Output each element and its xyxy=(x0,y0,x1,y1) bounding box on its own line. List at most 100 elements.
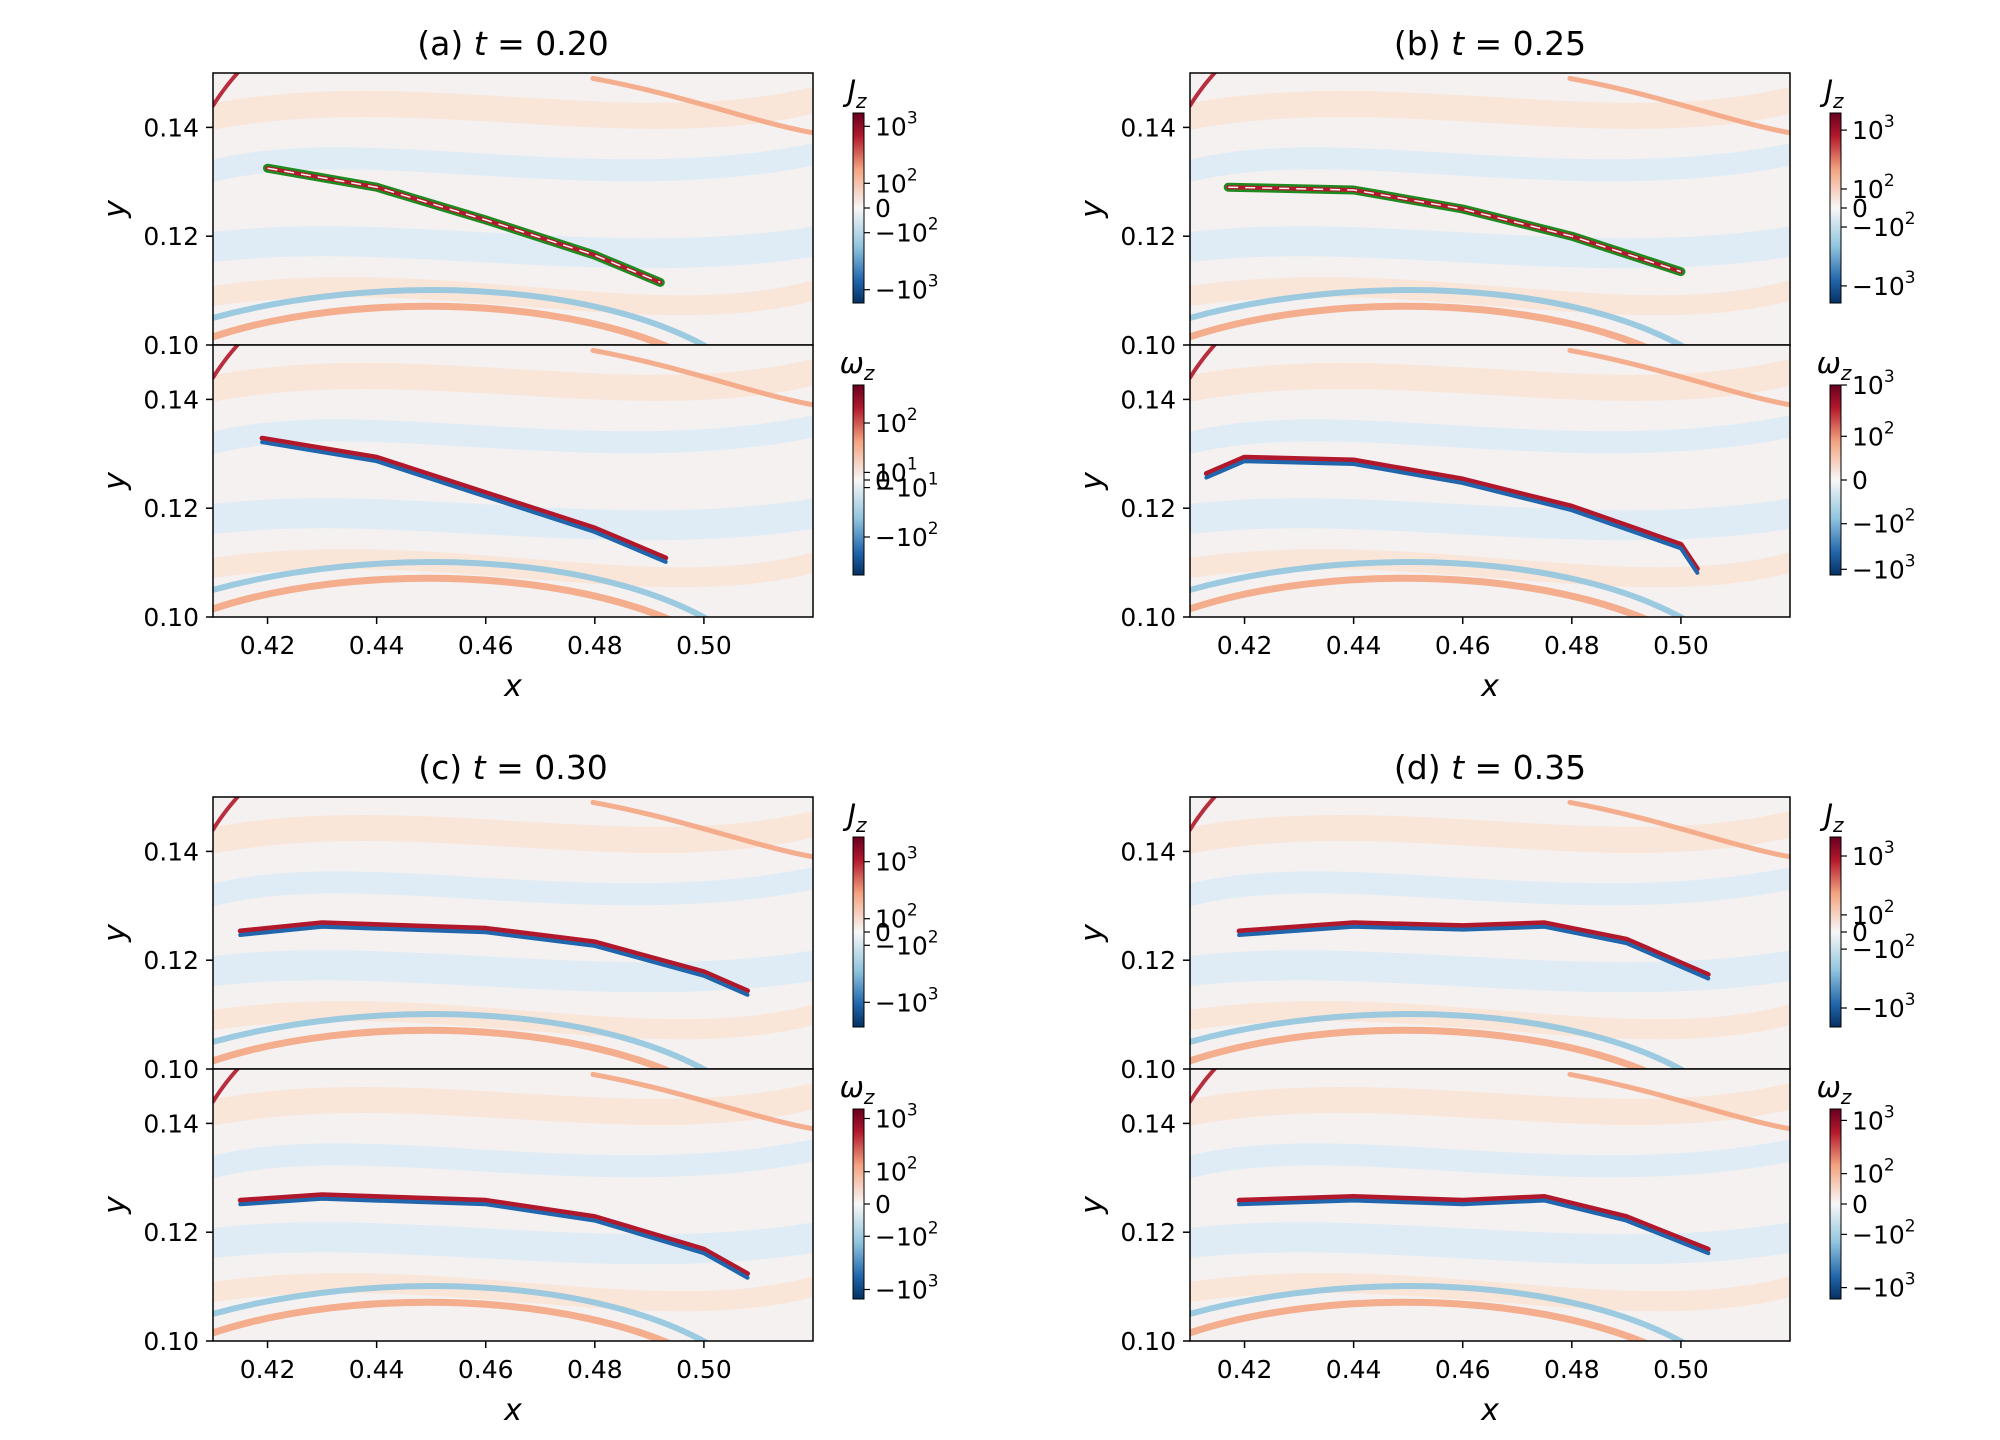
colorbar-label: ωz xyxy=(840,346,875,385)
sheet-centerline xyxy=(267,167,661,284)
colorbar-tick-base: −10 xyxy=(1852,555,1905,584)
field-band xyxy=(213,73,241,108)
field-band xyxy=(1567,75,1790,136)
colorbar-tick-exponent: 3 xyxy=(1884,838,1895,858)
colorbar-tick-label: 102 xyxy=(1852,1156,1895,1189)
current-sheet-positive xyxy=(259,435,669,561)
title-panel-letter: (b) xyxy=(1394,24,1451,63)
y-tick-label: 0.12 xyxy=(1120,494,1176,523)
x-tick-label: 0.46 xyxy=(1435,1355,1491,1384)
colorbar-label-symbol: J xyxy=(842,74,856,108)
colorbar-tick-base: 10 xyxy=(875,848,907,877)
colorbar-tick-exponent: 3 xyxy=(1905,1270,1916,1290)
current-sheet-negative xyxy=(1204,459,1700,575)
colorbar-tick-base: −10 xyxy=(1852,510,1905,539)
colorbar-tick-base: 0 xyxy=(875,918,891,947)
field-band xyxy=(1190,226,1790,269)
colorbar-tick-exponent: 2 xyxy=(928,519,939,539)
x-tick-label: 0.48 xyxy=(1544,631,1600,660)
y-tick-label: 0.10 xyxy=(143,1327,199,1356)
colorbar-tick-label: −103 xyxy=(875,272,939,305)
y-tick-label: 0.10 xyxy=(143,1055,199,1084)
y-tick-label: 0.10 xyxy=(1120,1327,1176,1356)
current-sheet-negative xyxy=(1237,924,1711,981)
y-tick-label: 0.14 xyxy=(1120,385,1176,414)
colorbar-tick-label: 101 xyxy=(875,454,918,487)
field-band xyxy=(213,415,813,454)
y-tick-label: 0.10 xyxy=(143,603,199,632)
colorbar-label-symbol: J xyxy=(1819,798,1833,832)
title-time-symbol: t xyxy=(1451,24,1465,63)
field-band xyxy=(1190,302,1650,345)
colorbar-tick-exponent: 2 xyxy=(1884,418,1895,438)
field-band xyxy=(1190,345,1218,380)
colorbar-label: Jz xyxy=(842,74,867,113)
colorbar-tick-base: 10 xyxy=(875,905,907,934)
y-axis-label: y xyxy=(98,1195,133,1215)
colorbar-tick-exponent: 2 xyxy=(1884,1156,1895,1176)
colorbar-tick-label: 102 xyxy=(875,901,918,934)
colorbar-tick-label: −103 xyxy=(875,1272,939,1305)
field-band xyxy=(213,1222,813,1265)
chart-d: (d) t = 0.35 0.100.120.14yJz1031020−102−1… xyxy=(1075,748,1916,1428)
y-tick-label: 0.14 xyxy=(1120,1109,1176,1138)
field-band xyxy=(1567,799,1790,860)
x-axis-label: x xyxy=(503,669,522,704)
colorbar-tick-exponent: 2 xyxy=(1905,1216,1916,1236)
field-band xyxy=(590,75,813,136)
colorbar-tick-exponent: 2 xyxy=(907,901,918,921)
colorbar-tick-label: −101 xyxy=(875,470,939,503)
field-band xyxy=(213,867,813,906)
colorbar-tick-label: 0 xyxy=(1852,194,1868,223)
colorbar-label: ωz xyxy=(840,1070,875,1109)
colorbar-tick-exponent: 2 xyxy=(928,1218,939,1238)
field-image xyxy=(213,1069,813,1341)
y-tick-label: 0.14 xyxy=(143,1109,199,1138)
title-time-symbol: t xyxy=(473,748,487,787)
colorbar-tick-exponent: 2 xyxy=(928,215,939,235)
colorbar-tick-label: 0 xyxy=(1852,466,1868,495)
chart-title: (d) t = 0.35 xyxy=(1394,748,1586,787)
field-image xyxy=(213,73,813,345)
field-band xyxy=(1190,1139,1790,1178)
colorbar-tick-base: 10 xyxy=(1852,371,1884,400)
field-band xyxy=(213,1011,710,1069)
title-panel-letter: (d) xyxy=(1394,748,1451,787)
colorbar-label-symbol: ω xyxy=(1817,346,1841,380)
field-band xyxy=(1190,287,1687,345)
colorbar-tick-exponent: 3 xyxy=(907,1101,918,1121)
colorbar-tick-exponent: 2 xyxy=(928,927,939,947)
current-sheet-negative xyxy=(1237,1198,1711,1256)
field-band xyxy=(590,1071,813,1132)
current-sheet-positive xyxy=(1236,920,1711,977)
title-time-symbol: t xyxy=(1451,748,1465,787)
field-band xyxy=(213,574,673,617)
x-axis-label: x xyxy=(1480,669,1499,704)
colorbar-tick-exponent: 3 xyxy=(928,984,939,1004)
colorbar-tick-label: 103 xyxy=(1852,838,1895,871)
colorbar-tick-exponent: 3 xyxy=(1884,367,1895,387)
colorbar-tick-exponent: 2 xyxy=(907,1154,918,1174)
field-band xyxy=(213,1298,673,1341)
title-time-value: = 0.20 xyxy=(487,24,609,63)
colorbar-tick-base: 0 xyxy=(875,194,891,223)
colorbar-tick-base: −10 xyxy=(1852,1274,1905,1303)
field-band xyxy=(213,1283,710,1341)
colorbar-tick-label: 102 xyxy=(1852,171,1895,204)
field-band xyxy=(1190,1298,1650,1341)
field-band xyxy=(1190,415,1790,454)
y-axis-label: y xyxy=(1075,471,1110,491)
colorbar-tick-exponent: 2 xyxy=(1884,171,1895,191)
current-sheet xyxy=(1226,185,1683,274)
axes-frame xyxy=(1189,344,1791,618)
colorbar-tick-base: −10 xyxy=(1852,272,1905,301)
colorbar-tick-exponent: 3 xyxy=(928,1272,939,1292)
colorbar-tick-exponent: 2 xyxy=(907,165,918,185)
colorbar-tick-label: −102 xyxy=(1852,506,1916,539)
